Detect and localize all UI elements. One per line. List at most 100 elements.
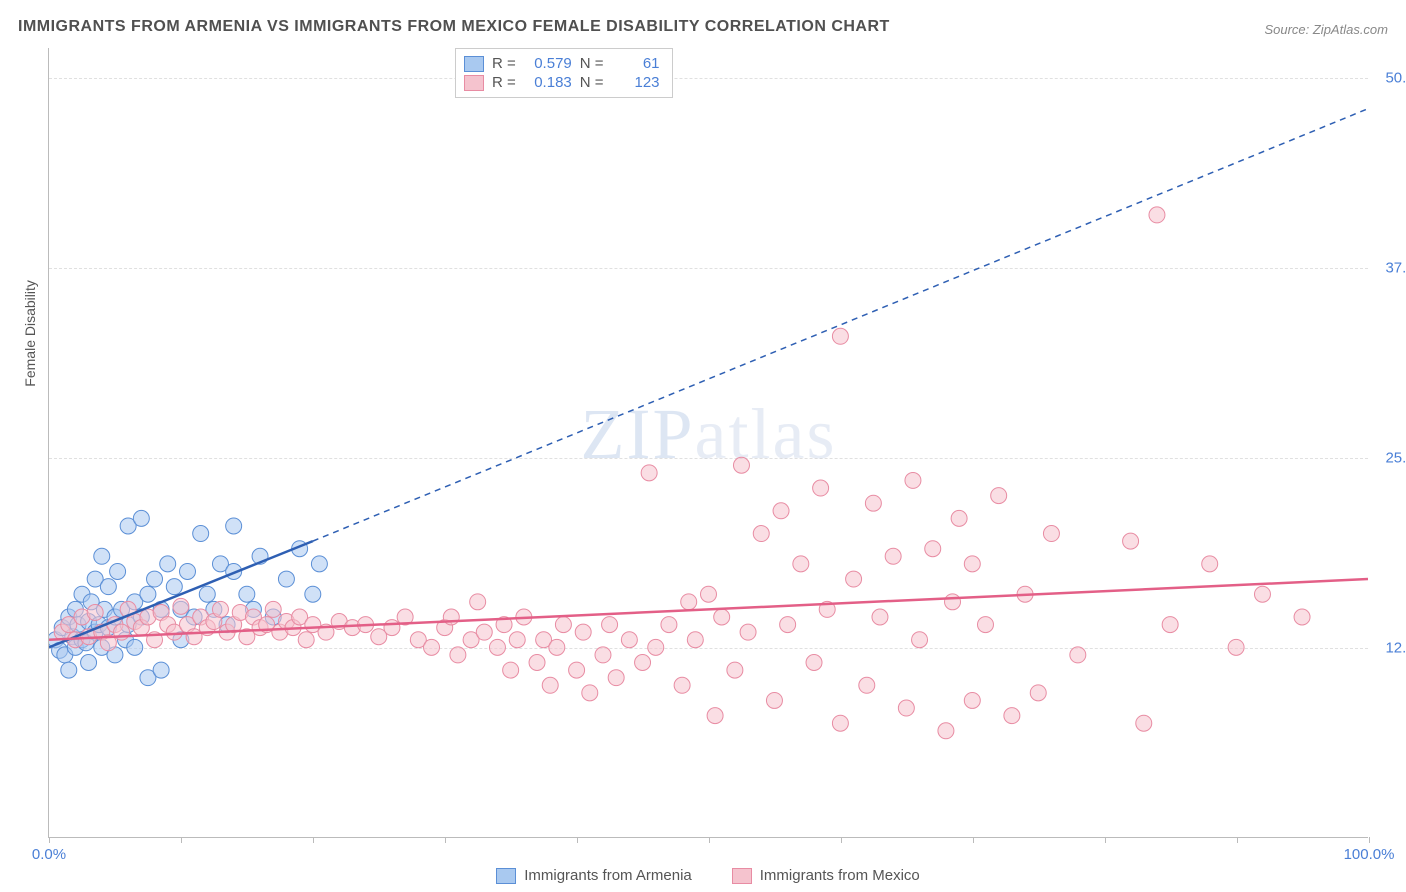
- plot-svg: [49, 48, 1368, 837]
- scatter-point: [489, 639, 505, 655]
- scatter-point: [110, 563, 126, 579]
- scatter-point: [61, 662, 77, 678]
- bottom-legend: Immigrants from Armenia Immigrants from …: [48, 867, 1368, 884]
- x-tick: [313, 837, 314, 843]
- scatter-point: [1136, 715, 1152, 731]
- scatter-point: [173, 598, 189, 614]
- scatter-point: [806, 655, 822, 671]
- scatter-point: [701, 586, 717, 602]
- chart-title: IMMIGRANTS FROM ARMENIA VS IMMIGRANTS FR…: [18, 18, 890, 36]
- scatter-point: [212, 601, 228, 617]
- scatter-point: [424, 639, 440, 655]
- r-label: R =: [492, 74, 516, 91]
- scatter-point: [1123, 533, 1139, 549]
- legend-item-armenia: Immigrants from Armenia: [496, 867, 692, 884]
- scatter-point: [674, 677, 690, 693]
- legend-item-mexico: Immigrants from Mexico: [732, 867, 920, 884]
- n-label: N =: [580, 55, 604, 72]
- scatter-point: [898, 700, 914, 716]
- scatter-point: [265, 601, 281, 617]
- scatter-point: [766, 692, 782, 708]
- scatter-point: [707, 708, 723, 724]
- scatter-point: [608, 670, 624, 686]
- scatter-point: [912, 632, 928, 648]
- scatter-point: [773, 503, 789, 519]
- n-label: N =: [580, 74, 604, 91]
- scatter-point: [740, 624, 756, 640]
- scatter-point: [938, 723, 954, 739]
- scatter-point: [1030, 685, 1046, 701]
- y-tick-label: 50.0%: [1373, 70, 1406, 87]
- source-name: ZipAtlas.com: [1313, 22, 1388, 37]
- r-value-armenia: 0.579: [524, 55, 572, 72]
- x-tick: [841, 837, 842, 843]
- scatter-point: [81, 655, 97, 671]
- scatter-point: [153, 662, 169, 678]
- x-tick-label: 0.0%: [32, 846, 66, 863]
- plot-area: ZIPatlas 12.5%25.0%37.5%50.0%0.0%100.0%: [48, 48, 1368, 838]
- scatter-point: [661, 617, 677, 633]
- legend-label-armenia: Immigrants from Armenia: [524, 867, 692, 884]
- legend-label-mexico: Immigrants from Mexico: [760, 867, 920, 884]
- scatter-point: [476, 624, 492, 640]
- scatter-point: [1162, 617, 1178, 633]
- y-tick-label: 12.5%: [1373, 640, 1406, 657]
- scatter-point: [133, 510, 149, 526]
- scatter-point: [859, 677, 875, 693]
- scatter-point: [832, 715, 848, 731]
- swatch-armenia-bottom: [496, 868, 516, 884]
- scatter-point: [1202, 556, 1218, 572]
- scatter-point: [305, 586, 321, 602]
- x-tick-label: 100.0%: [1344, 846, 1395, 863]
- swatch-mexico: [464, 75, 484, 91]
- x-tick: [577, 837, 578, 843]
- scatter-point: [166, 579, 182, 595]
- scatter-point: [872, 609, 888, 625]
- scatter-point: [714, 609, 730, 625]
- scatter-point: [127, 639, 143, 655]
- scatter-point: [140, 586, 156, 602]
- scatter-point: [977, 617, 993, 633]
- stats-row-mexico: R = 0.183 N = 123: [464, 74, 660, 91]
- scatter-point: [925, 541, 941, 557]
- scatter-point: [964, 556, 980, 572]
- scatter-point: [87, 604, 103, 620]
- scatter-point: [1004, 708, 1020, 724]
- scatter-point: [780, 617, 796, 633]
- n-value-mexico: 123: [612, 74, 660, 91]
- x-tick: [973, 837, 974, 843]
- stats-row-armenia: R = 0.579 N = 61: [464, 55, 660, 72]
- scatter-point: [905, 472, 921, 488]
- scatter-point: [641, 465, 657, 481]
- r-label: R =: [492, 55, 516, 72]
- scatter-point: [846, 571, 862, 587]
- y-axis-label: Female Disability: [22, 280, 38, 387]
- scatter-point: [733, 457, 749, 473]
- scatter-point: [602, 617, 618, 633]
- scatter-point: [885, 548, 901, 564]
- scatter-point: [753, 526, 769, 542]
- scatter-point: [160, 556, 176, 572]
- scatter-point: [384, 620, 400, 636]
- scatter-point: [964, 692, 980, 708]
- x-tick: [1369, 837, 1370, 843]
- x-tick: [181, 837, 182, 843]
- scatter-point: [239, 586, 255, 602]
- swatch-armenia: [464, 56, 484, 72]
- x-tick: [49, 837, 50, 843]
- scatter-point: [450, 647, 466, 663]
- scatter-point: [311, 556, 327, 572]
- scatter-point: [180, 563, 196, 579]
- scatter-point: [529, 655, 545, 671]
- scatter-point: [945, 594, 961, 610]
- scatter-point: [687, 632, 703, 648]
- scatter-point: [503, 662, 519, 678]
- scatter-point: [1254, 586, 1270, 602]
- scatter-point: [147, 571, 163, 587]
- y-tick-label: 25.0%: [1373, 450, 1406, 467]
- scatter-point: [991, 488, 1007, 504]
- scatter-point: [575, 624, 591, 640]
- y-tick-label: 37.5%: [1373, 260, 1406, 277]
- r-value-mexico: 0.183: [524, 74, 572, 91]
- scatter-point: [509, 632, 525, 648]
